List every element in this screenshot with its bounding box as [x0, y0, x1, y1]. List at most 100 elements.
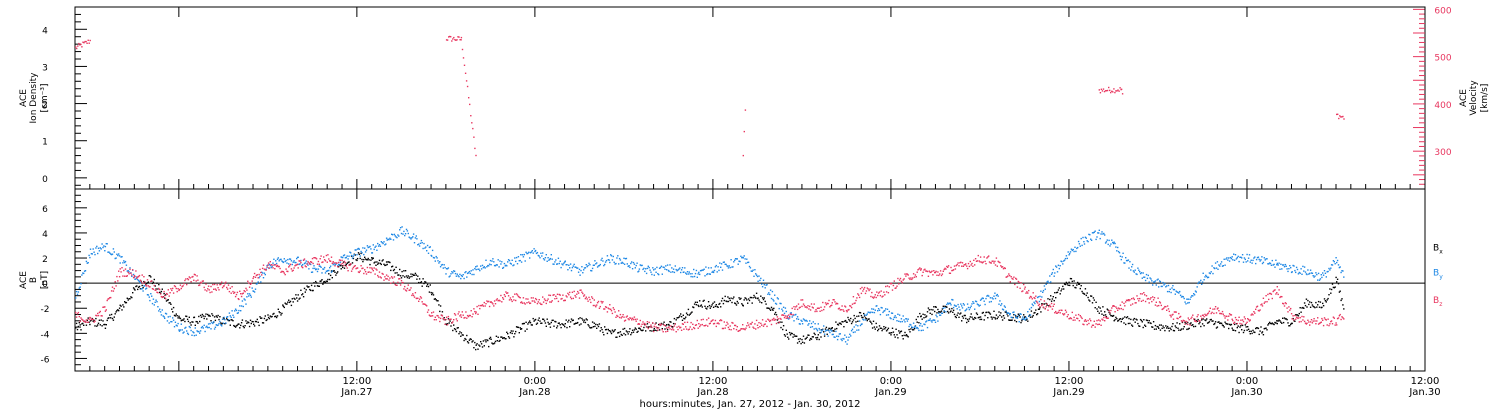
b-y-point [157, 306, 159, 308]
b-z-point [665, 331, 667, 333]
b-y-point [231, 310, 233, 312]
b-z-point [1130, 304, 1132, 306]
b-x-point [871, 323, 873, 325]
b-x-point [921, 318, 923, 320]
b-y-point [213, 328, 216, 330]
b-z-point [1204, 313, 1206, 316]
b-y-point [680, 269, 683, 271]
b-x-point [1024, 316, 1026, 318]
b-x-point [728, 297, 730, 300]
b-y-point [485, 259, 487, 261]
b-y-point [501, 261, 503, 263]
b-z-point [837, 308, 840, 310]
b-y-point [1242, 261, 1245, 263]
b-y-point [1331, 264, 1334, 266]
b-z-point [639, 319, 641, 322]
b-z-point [1148, 302, 1150, 304]
b-x-point [847, 316, 849, 319]
b-z-point [500, 294, 502, 297]
b-x-point [411, 275, 413, 278]
b-y-point [762, 279, 765, 281]
b-z-point [1144, 294, 1146, 296]
b-z-point [946, 265, 948, 268]
b-y-point [249, 294, 252, 297]
b-y-point [819, 329, 821, 331]
b-z-point [757, 327, 759, 329]
b-x-point [1272, 323, 1274, 325]
b-z-point [1115, 306, 1117, 308]
b-x-point [468, 339, 471, 341]
b-y-point [96, 245, 98, 248]
b-x-point [741, 303, 743, 305]
b-y-point [649, 269, 651, 271]
b-y-point [151, 302, 154, 305]
b-x-point [1301, 307, 1303, 309]
b-y-point [123, 260, 125, 262]
b-z-point [1179, 315, 1182, 318]
b-z-point [467, 315, 470, 318]
b-z-point [1213, 312, 1215, 315]
b-y-point [423, 242, 425, 245]
b-z-point [196, 275, 198, 277]
b-y-point [733, 261, 735, 263]
b-x-point [990, 316, 992, 318]
b-z-point [399, 278, 401, 280]
b-y-point [801, 320, 803, 322]
b-y-point [331, 270, 333, 272]
b-y-point [1196, 286, 1198, 288]
b-z-point [1129, 299, 1131, 301]
b-x-point [418, 278, 421, 280]
b-x-point [441, 311, 444, 313]
b-y-point [1153, 281, 1156, 283]
b-x-point [1222, 325, 1224, 327]
b-x-point [939, 311, 942, 313]
b-z-point [398, 278, 400, 280]
b-z-point [251, 280, 253, 282]
b-x-point [661, 328, 663, 330]
b-x-point [1129, 322, 1131, 325]
b-y-point [310, 263, 312, 266]
b-y-point [294, 261, 296, 264]
b-y-point [909, 323, 911, 326]
b-z-point [157, 292, 159, 294]
b-x-point [369, 263, 371, 266]
b-x-point [265, 319, 267, 322]
b-x-point [506, 331, 508, 333]
b-z-point [159, 288, 161, 291]
b-x-point [870, 321, 872, 323]
b-x-point [1278, 319, 1280, 321]
b-x-point [549, 323, 551, 325]
b-x-point [373, 262, 375, 264]
b-y-point [1158, 280, 1161, 282]
b-z-point [610, 310, 613, 312]
b-y-point [1172, 285, 1174, 287]
b-y-point [857, 325, 859, 327]
b-z-point [727, 326, 730, 329]
b-x-point [309, 288, 311, 291]
b-y-point [583, 269, 585, 271]
b-y-point [359, 255, 361, 257]
b-x-point [1112, 314, 1115, 317]
b-y-point [1231, 256, 1233, 258]
b-x-point [1069, 277, 1072, 280]
b-z-point [1087, 319, 1089, 322]
b-z-point [354, 265, 356, 267]
b-y-point [938, 312, 940, 314]
b-x-point [1296, 314, 1299, 316]
b-y-point [342, 254, 345, 257]
b-y-point [1269, 262, 1272, 265]
b-z-point [974, 258, 977, 260]
b-y-point [1179, 294, 1182, 296]
x-tick-time-label: 12:00 [1055, 376, 1084, 387]
b-y-point [646, 267, 649, 270]
b-x-point [1166, 327, 1168, 329]
b-x-point [173, 314, 176, 317]
b-x-point [721, 297, 724, 300]
b-x-point [114, 313, 116, 315]
b-x-point [851, 321, 854, 323]
b-x-point [934, 310, 936, 313]
b-y-point [915, 327, 917, 329]
b-y-point [731, 266, 733, 268]
b-x-point [1060, 290, 1062, 292]
b-y-point [747, 261, 750, 263]
